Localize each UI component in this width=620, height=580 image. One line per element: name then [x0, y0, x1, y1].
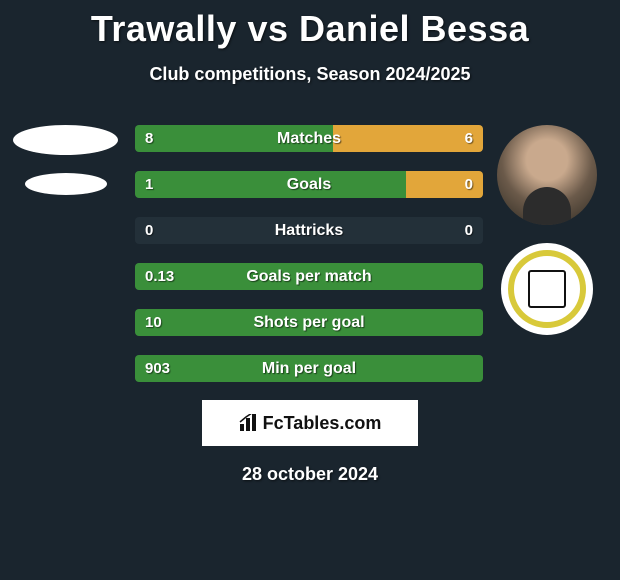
stat-label: Hattricks — [135, 222, 483, 240]
comparison-title: Trawally vs Daniel Bessa — [0, 0, 620, 50]
comparison-date: 28 october 2024 — [0, 464, 620, 485]
stat-label: Matches — [135, 130, 483, 148]
club-badge-core — [528, 270, 566, 308]
left-club-badge-placeholder — [25, 173, 107, 195]
stat-label: Goals — [135, 176, 483, 194]
left-player-column — [8, 125, 123, 195]
stat-label: Shots per goal — [135, 314, 483, 332]
stat-row: 00Hattricks — [135, 217, 483, 244]
right-club-badge — [501, 243, 593, 335]
stat-row: 903Min per goal — [135, 355, 483, 382]
stat-row: 10Goals — [135, 171, 483, 198]
bar-chart-icon — [239, 414, 259, 432]
stats-rows: 86Matches 10Goals 00Hattricks 0.13Goals per… — [135, 125, 483, 382]
left-player-avatar-placeholder — [13, 125, 118, 155]
stat-label: Min per goal — [135, 360, 483, 378]
stat-label: Goals per match — [135, 268, 483, 286]
right-player-column — [492, 125, 602, 335]
right-player-avatar — [497, 125, 597, 225]
brand-attribution: FcTables.com — [202, 400, 418, 446]
club-badge-ring — [508, 250, 586, 328]
stat-row: 10Shots per goal — [135, 309, 483, 336]
stat-row: 86Matches — [135, 125, 483, 152]
stat-row: 0.13Goals per match — [135, 263, 483, 290]
comparison-subtitle: Club competitions, Season 2024/2025 — [0, 64, 620, 85]
comparison-body: 86Matches 10Goals 00Hattricks 0.13Goals per… — [0, 125, 620, 382]
brand-text: FcTables.com — [263, 413, 382, 434]
